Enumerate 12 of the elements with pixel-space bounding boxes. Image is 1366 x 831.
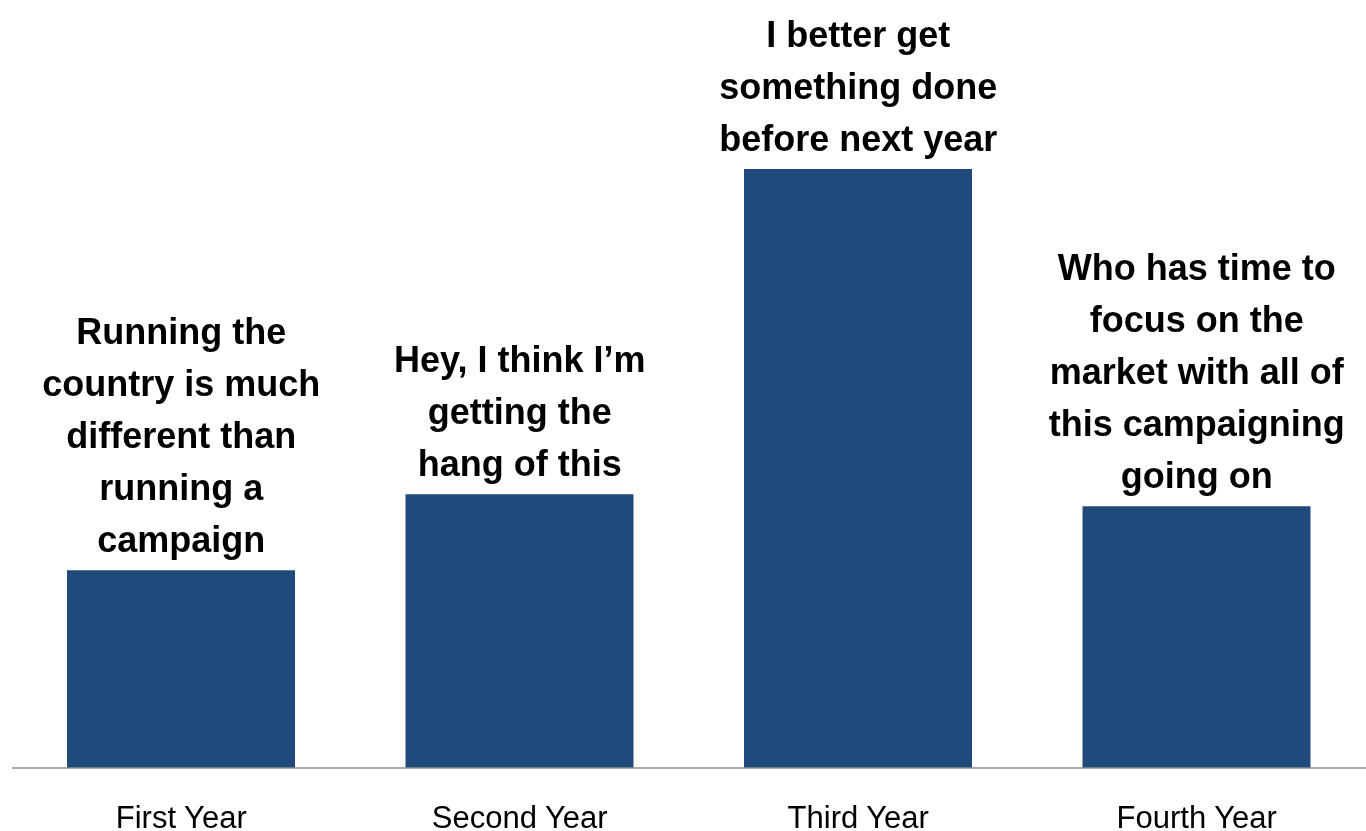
bar: [1082, 506, 1311, 768]
x-tick-label: First Year: [115, 800, 247, 831]
x-tick-label: Fourth Year: [1116, 800, 1277, 831]
annotation: Who has time to focus on the market with all of this campaigning going on: [1048, 247, 1345, 497]
annotation: Hey, I think I’m getting the hang of this: [394, 339, 646, 485]
annotation: I better get something done before next year: [719, 14, 998, 159]
bar: [744, 169, 972, 768]
x-tick-label: Third Year: [787, 800, 929, 831]
x-tick-label: Second Year: [431, 800, 608, 831]
bar: [67, 570, 295, 768]
bar: [405, 494, 634, 768]
annotation: Running the country is much different than running a campaign: [42, 311, 321, 561]
